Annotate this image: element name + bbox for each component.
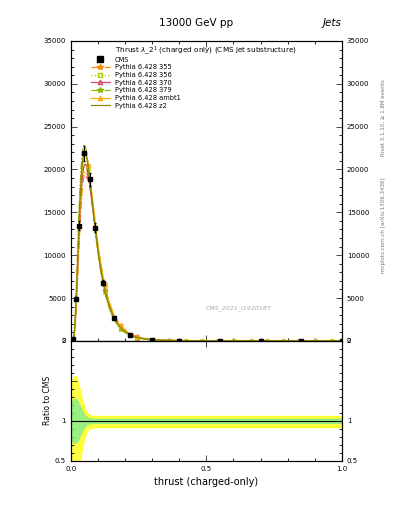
Text: CMS_2021_I1920187: CMS_2021_I1920187	[206, 305, 272, 311]
X-axis label: thrust (charged-only): thrust (charged-only)	[154, 477, 258, 487]
Y-axis label: Ratio to CMS: Ratio to CMS	[43, 376, 52, 425]
Y-axis label: $\frac{1}{\mathrm{N}}\frac{\mathrm{d}\mathrm{N}}{\mathrm{d}\lambda}$: $\frac{1}{\mathrm{N}}\frac{\mathrm{d}\ma…	[0, 182, 2, 200]
Text: Rivet 3.1.10, ≥ 1.8M events: Rivet 3.1.10, ≥ 1.8M events	[381, 79, 386, 156]
Text: Thrust $\lambda\_2^1$ (charged only) (CMS jet substructure): Thrust $\lambda\_2^1$ (charged only) (CM…	[115, 44, 298, 57]
Legend: CMS, Pythia 6.428 355, Pythia 6.428 356, Pythia 6.428 370, Pythia 6.428 379, Pyt: CMS, Pythia 6.428 355, Pythia 6.428 356,…	[88, 53, 184, 112]
Text: 13000 GeV pp: 13000 GeV pp	[160, 18, 233, 28]
Text: Jets: Jets	[323, 18, 342, 28]
Text: mcplots.cern.ch [arXiv:1306.3436]: mcplots.cern.ch [arXiv:1306.3436]	[381, 178, 386, 273]
